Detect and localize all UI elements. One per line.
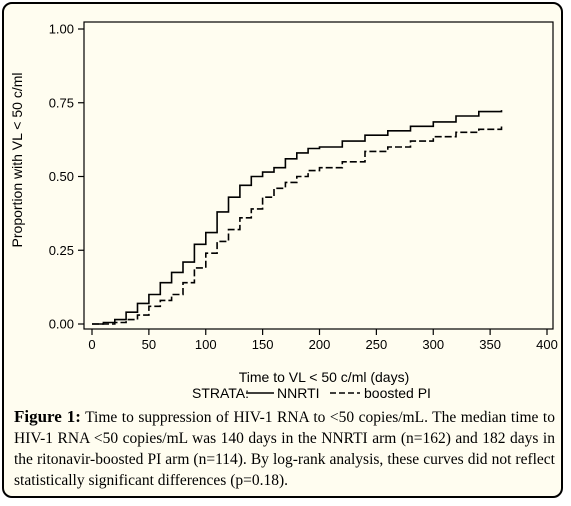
x-tick-label: 100 [195,337,217,352]
x-tick-label: 250 [366,337,388,352]
y-tick-label: 1.00 [49,22,74,37]
y-axis-title: Proportion with VL < 50 c/ml [9,73,25,248]
caption-text: Time to suppression of HIV-1 RNA to <50 … [14,409,555,489]
y-tick-label: 0.50 [49,169,74,184]
legend-label-nnrti: NNRTI [277,385,320,401]
figure-caption: Figure 1: Time to suppression of HIV-1 R… [14,406,555,491]
x-tick-label: 50 [142,337,156,352]
legend-title: STRATA: [192,385,249,401]
plot-area-border [83,21,554,330]
legend-label-boosted-pi: boosted PI [364,385,431,401]
series-layer [92,110,503,325]
x-axis: 0 50 100 150 200 250 300 350 400 [88,329,558,352]
caption-label: Figure 1: [14,407,81,426]
x-tick-label: 200 [309,337,331,352]
y-tick-label: 0.00 [49,317,74,332]
y-tick-label: 0.75 [49,95,74,110]
x-tick-label: 400 [536,337,558,352]
x-tick-label: 350 [479,337,501,352]
km-chart: 0.00 0.25 0.50 0.75 1.00 0 50 100 150 200 250 300 3… [9,21,558,401]
legend: STRATA: NNRTI boosted PI [192,385,431,401]
y-axis: 0.00 0.25 0.50 0.75 1.00 [49,22,84,332]
x-tick-label: 300 [422,337,444,352]
y-tick-label: 0.25 [49,243,74,258]
figure-frame [2,2,563,498]
x-tick-label: 150 [252,337,274,352]
x-tick-label: 0 [88,337,95,352]
series-line-boosted-pi [92,126,503,325]
x-axis-title: Time to VL < 50 c/ml (days) [239,369,410,385]
series-line-nnrti [92,110,503,325]
